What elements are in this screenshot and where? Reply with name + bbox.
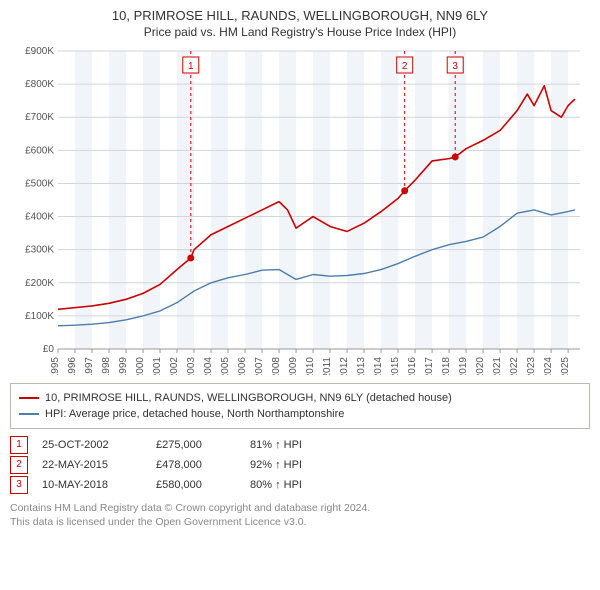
x-tick-label: 2002 <box>169 357 180 375</box>
legend-label: 10, PRIMROSE HILL, RAUNDS, WELLINGBOROUG… <box>45 392 452 404</box>
legend-swatch <box>19 397 39 399</box>
license-text: Contains HM Land Registry data © Crown c… <box>10 501 590 529</box>
title-line1: 10, PRIMROSE HILL, RAUNDS, WELLINGBOROUG… <box>10 8 590 23</box>
x-tick-label: 2019 <box>458 357 469 375</box>
marker-badge: 2 <box>402 61 408 72</box>
x-tick-label: 2018 <box>441 357 452 375</box>
y-tick-label: £200K <box>25 278 54 289</box>
chart-titles: 10, PRIMROSE HILL, RAUNDS, WELLINGBOROUG… <box>10 8 590 39</box>
event-price: £580,000 <box>156 479 236 491</box>
x-tick-label: 2021 <box>492 357 503 375</box>
x-tick-label: 2010 <box>305 357 316 375</box>
event-pct: 80% ↑ HPI <box>250 479 350 491</box>
event-pct: 81% ↑ HPI <box>250 439 350 451</box>
license-line2: This data is licensed under the Open Gov… <box>10 515 590 529</box>
y-tick-label: £800K <box>25 79 54 90</box>
x-tick-label: 2009 <box>288 357 299 375</box>
x-tick-label: 2003 <box>186 357 197 375</box>
x-tick-label: 2016 <box>407 357 418 375</box>
event-badge: 3 <box>10 476 28 494</box>
license-line1: Contains HM Land Registry data © Crown c… <box>10 501 590 515</box>
y-tick-label: £0 <box>43 344 55 355</box>
y-tick-label: £400K <box>25 212 54 223</box>
y-tick-label: £600K <box>25 145 54 156</box>
legend-swatch <box>19 413 39 415</box>
y-tick-label: £300K <box>25 245 54 256</box>
x-tick-label: 2004 <box>203 357 214 375</box>
x-tick-label: 1998 <box>101 357 112 375</box>
legend: 10, PRIMROSE HILL, RAUNDS, WELLINGBOROUG… <box>10 383 590 429</box>
x-tick-label: 1999 <box>118 357 129 375</box>
event-date: 25-OCT-2002 <box>42 439 142 451</box>
page: 10, PRIMROSE HILL, RAUNDS, WELLINGBOROUG… <box>0 0 600 539</box>
x-tick-label: 2013 <box>356 357 367 375</box>
x-tick-label: 1995 <box>50 357 61 375</box>
legend-label: HPI: Average price, detached house, Nort… <box>45 408 344 420</box>
x-tick-label: 2005 <box>220 357 231 375</box>
x-tick-label: 1997 <box>84 357 95 375</box>
event-row: 2 22-MAY-2015 £478,000 92% ↑ HPI <box>10 455 590 475</box>
marker-badge: 1 <box>188 61 194 72</box>
event-date: 10-MAY-2018 <box>42 479 142 491</box>
chart-container: £0 £100K £200K £300K £400K £500K £600K £700K £80… <box>10 45 590 375</box>
legend-item: HPI: Average price, detached house, Nort… <box>19 406 581 422</box>
marker-badge: 3 <box>452 61 458 72</box>
x-tick-label: 2025 <box>560 357 571 375</box>
event-badge: 1 <box>10 436 28 454</box>
legend-item: 10, PRIMROSE HILL, RAUNDS, WELLINGBOROUG… <box>19 390 581 406</box>
y-tick-label: £100K <box>25 311 54 322</box>
x-tick-label: 2000 <box>135 357 146 375</box>
line-chart: £0 £100K £200K £300K £400K £500K £600K £700K £80… <box>10 45 590 375</box>
x-tick-label: 2020 <box>475 357 486 375</box>
x-tick-label: 2001 <box>152 357 163 375</box>
title-line2: Price paid vs. HM Land Registry's House … <box>10 25 590 39</box>
event-row: 1 25-OCT-2002 £275,000 81% ↑ HPI <box>10 435 590 455</box>
event-price: £478,000 <box>156 459 236 471</box>
event-row: 3 10-MAY-2018 £580,000 80% ↑ HPI <box>10 475 590 495</box>
x-tick-label: 2007 <box>254 357 265 375</box>
x-tick-label: 2024 <box>543 357 554 375</box>
event-list: 1 25-OCT-2002 £275,000 81% ↑ HPI 2 22-MAY-201… <box>10 435 590 495</box>
x-tick-label: 2006 <box>237 357 248 375</box>
x-tick-label: 2022 <box>509 357 520 375</box>
event-badge: 2 <box>10 456 28 474</box>
event-date: 22-MAY-2015 <box>42 459 142 471</box>
x-tick-label: 2008 <box>271 357 282 375</box>
y-tick-label: £500K <box>25 178 54 189</box>
y-tick-label: £700K <box>25 112 54 123</box>
x-tick-label: 2017 <box>424 357 435 375</box>
x-tick-label: 2023 <box>526 357 537 375</box>
y-tick-label: £900K <box>25 46 54 57</box>
x-tick-label: 2015 <box>390 357 401 375</box>
x-tick-label: 2011 <box>322 357 333 375</box>
x-tick-label: 2014 <box>373 357 384 375</box>
x-tick-label: 1996 <box>67 357 78 375</box>
event-price: £275,000 <box>156 439 236 451</box>
x-tick-label: 2012 <box>339 357 350 375</box>
event-pct: 92% ↑ HPI <box>250 459 350 471</box>
